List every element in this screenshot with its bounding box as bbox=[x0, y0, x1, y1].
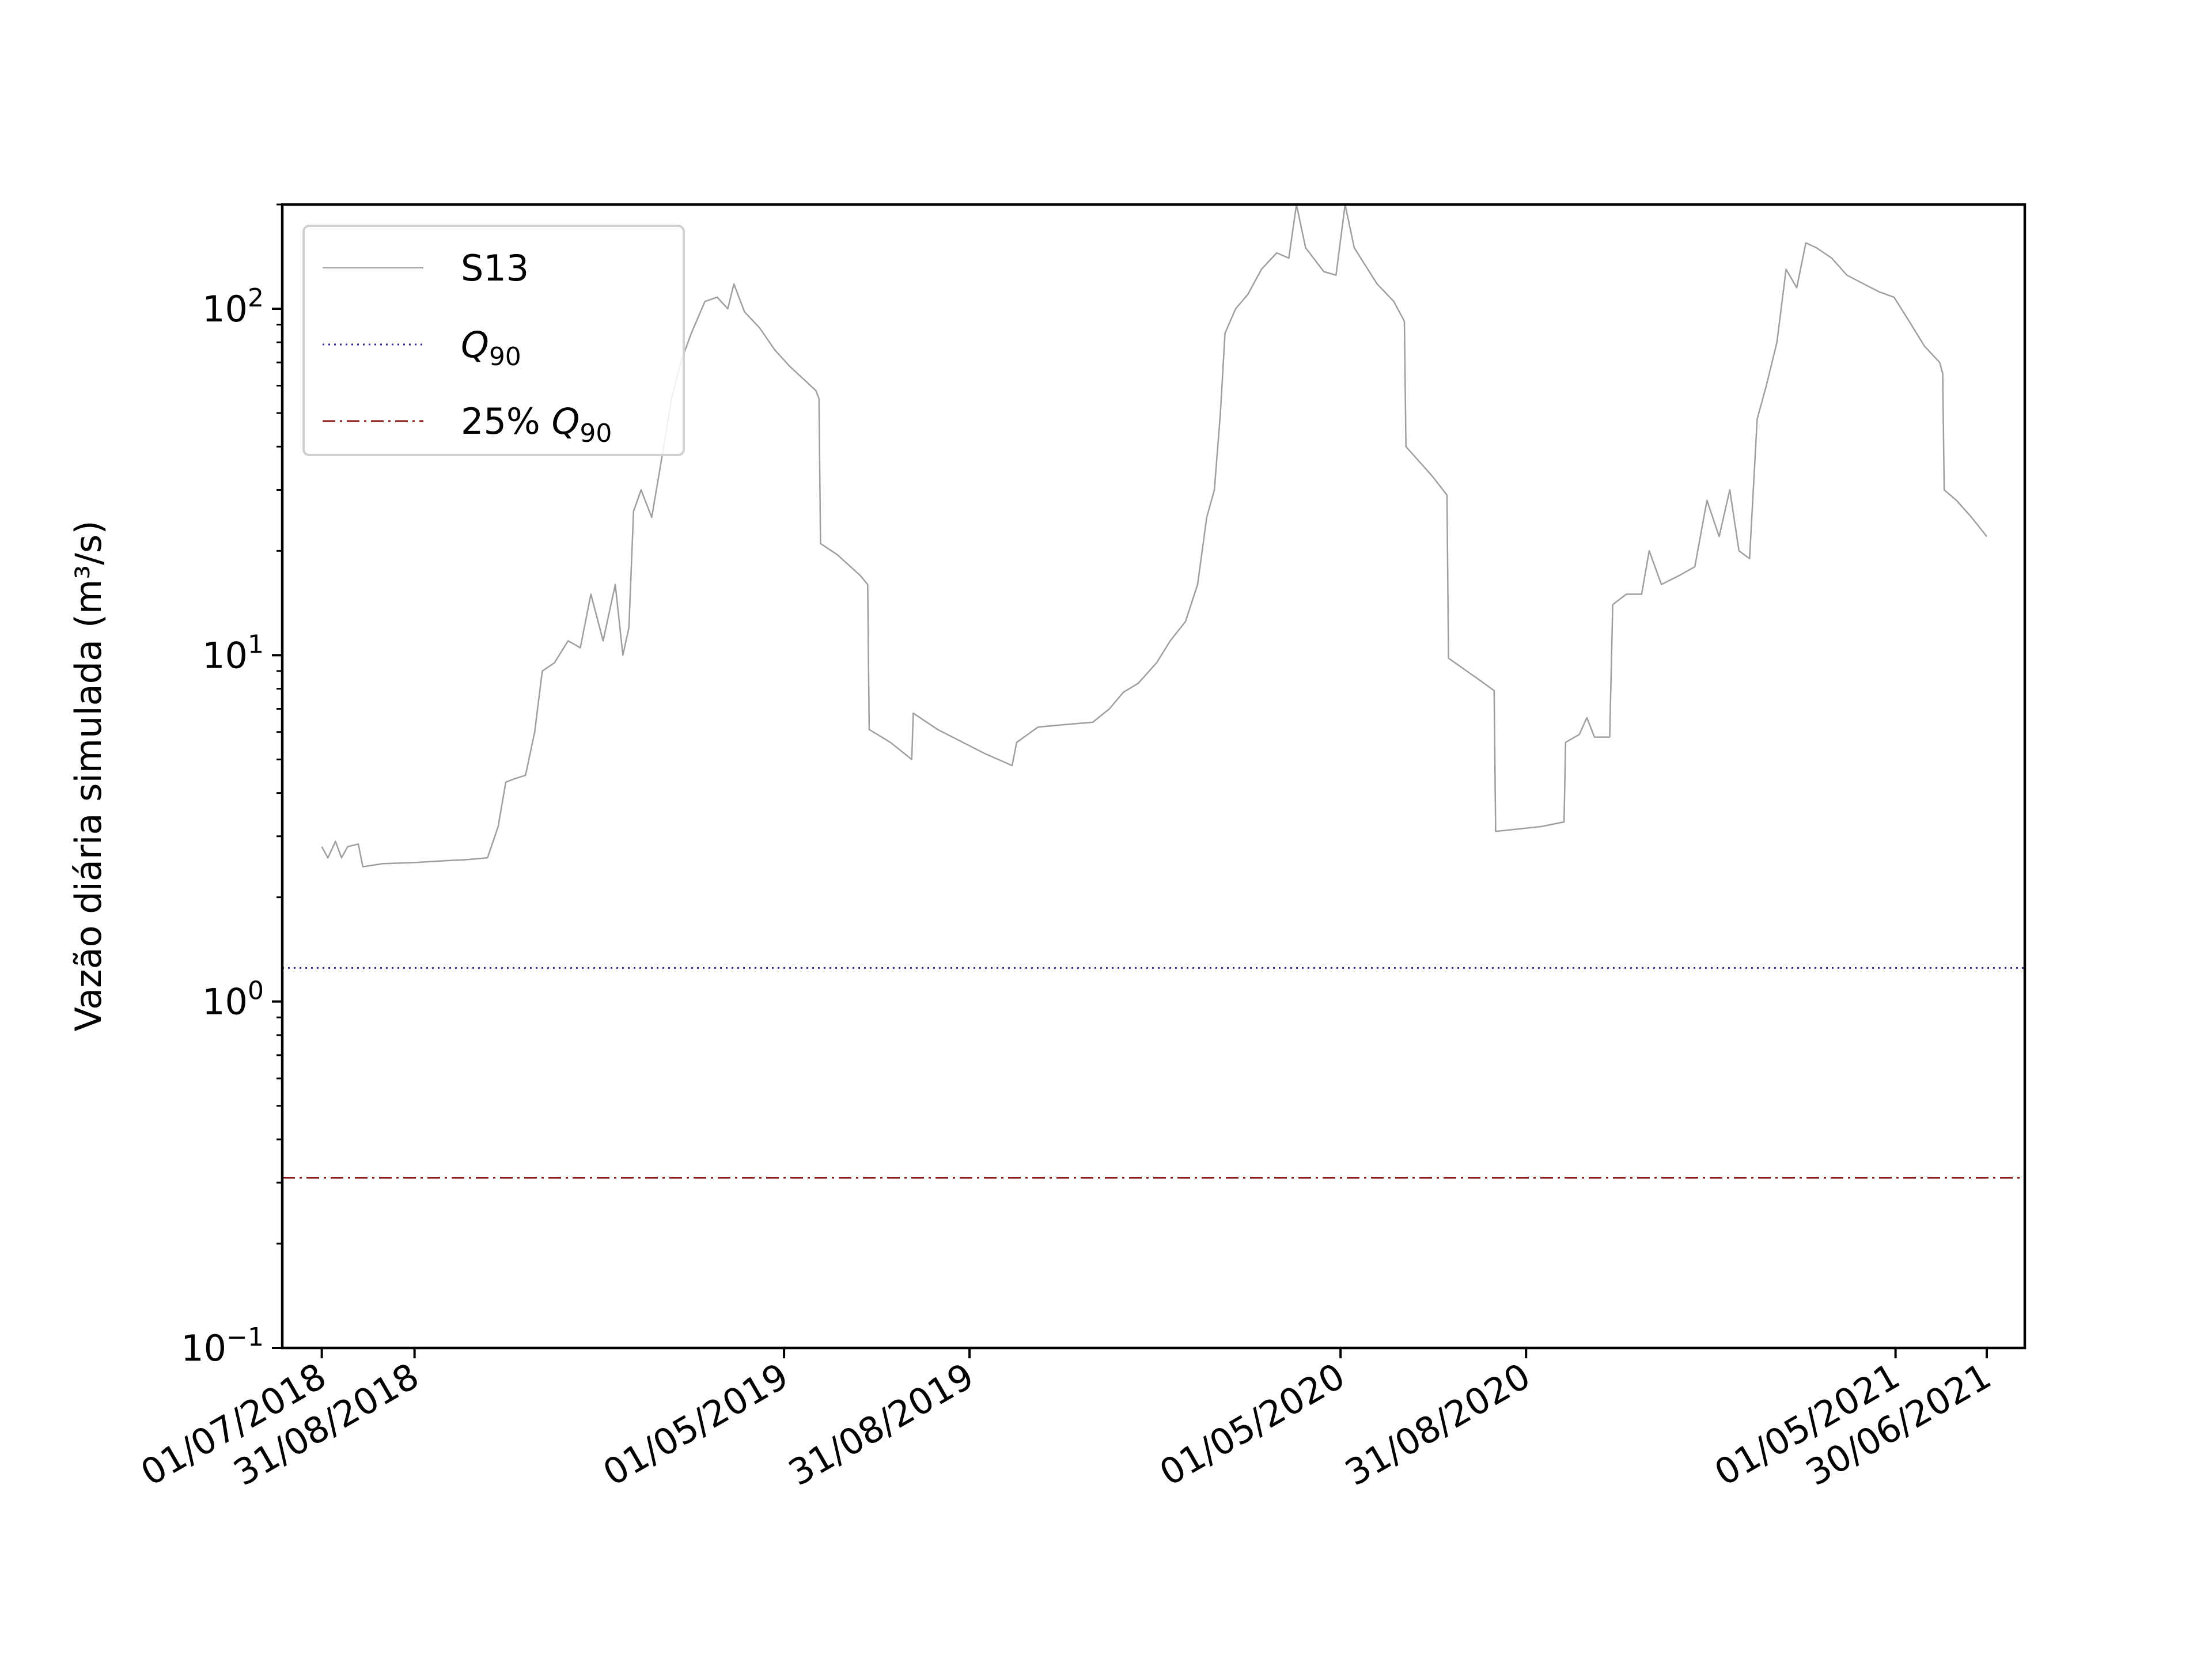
y-tick-label: 101 bbox=[202, 630, 264, 676]
y-tick-label: 102 bbox=[202, 283, 264, 330]
legend-label: Q90 bbox=[461, 324, 521, 372]
series-line-0 bbox=[321, 204, 1987, 868]
reference-lines bbox=[282, 967, 2025, 1179]
y-tick-label: 10−1 bbox=[181, 1323, 264, 1369]
legend-label: S13 bbox=[461, 247, 529, 289]
y-axis-label: Vazão diária simulada (m³/s) bbox=[67, 520, 109, 1031]
series-lines bbox=[321, 204, 1987, 868]
legend-box bbox=[302, 225, 685, 456]
y-axis: 10−1 100 101 102 bbox=[181, 203, 282, 1369]
legend: S13 Q90 25% Q90 bbox=[302, 225, 685, 456]
legend-label: 25% Q90 bbox=[461, 400, 612, 448]
y-tick-label: 100 bbox=[202, 976, 264, 1023]
plot-frame bbox=[281, 203, 2027, 1350]
